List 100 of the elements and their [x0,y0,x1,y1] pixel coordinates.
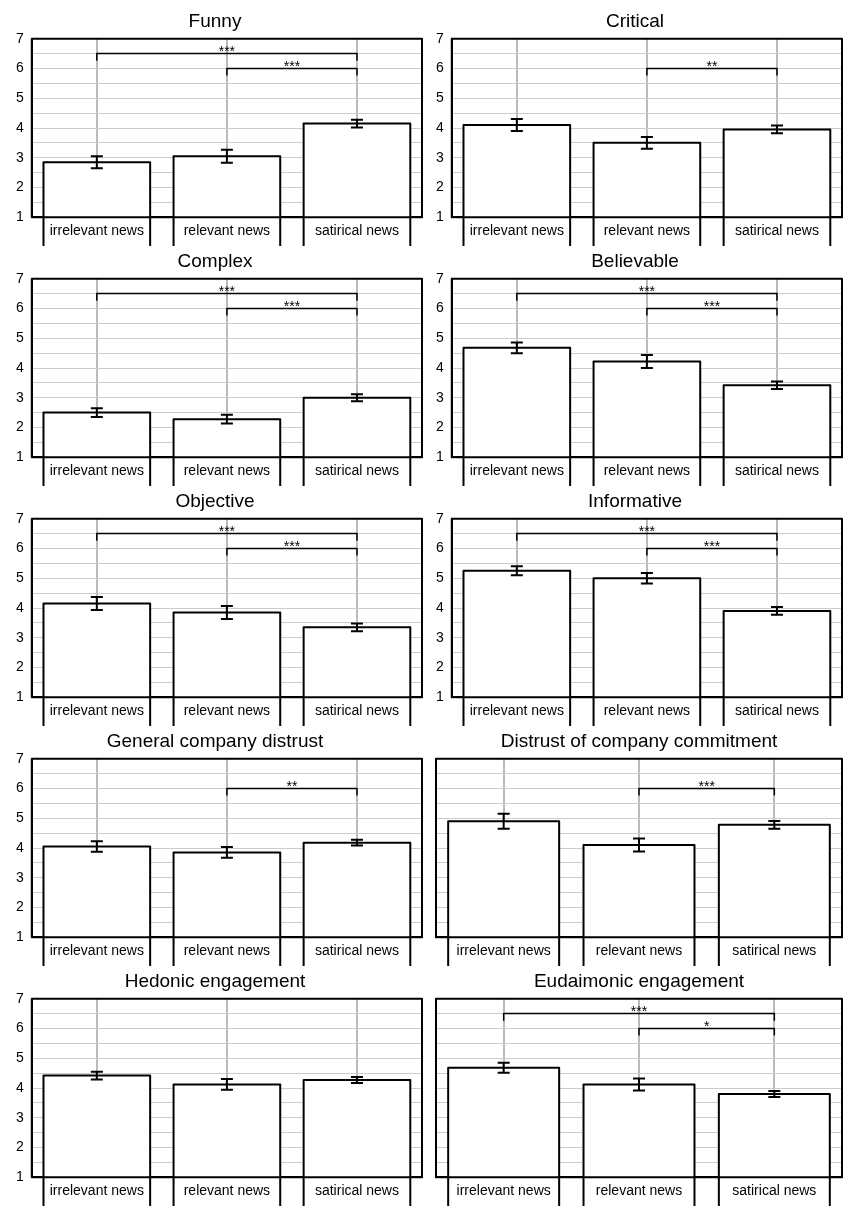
annotation: *** [218,283,236,300]
x-tick-label: relevant news [183,222,271,239]
y-tick-label: 4 [435,358,444,375]
x-tick-label: satirical news [314,462,399,479]
annotation: ** [286,778,298,795]
y-tick-label: 5 [435,89,444,106]
y-tick-label: 6 [15,539,24,556]
y-tick-label: 2 [435,418,444,435]
y-tick-label: 3 [15,628,24,645]
y-tick-label: 3 [435,628,444,645]
y-tick-label: 2 [15,178,24,195]
y-tick-label: 7 [435,509,444,526]
y-tick-label: 1 [15,1168,24,1185]
chart-title: Distrust of company commitment [500,729,779,751]
y-tick-label: 5 [15,1049,24,1066]
x-tick-label: satirical news [732,1182,817,1199]
y-tick-label: 5 [15,569,24,586]
annotation: ** [706,58,718,75]
y-tick-label: 6 [15,59,24,76]
y-tick-label: 5 [15,329,24,346]
y-tick-label: 4 [15,1078,24,1095]
y-tick-label: 7 [15,989,24,1006]
annotation: *** [218,523,236,540]
y-tick-label: 2 [435,658,444,675]
annotation: *** [703,538,721,555]
y-tick-label: 3 [15,868,24,885]
y-tick-label: 2 [15,658,24,675]
annotation: * [703,1018,710,1035]
chart-title: Informative [588,489,682,511]
y-tick-label: 7 [435,29,444,46]
annotation: *** [218,43,236,60]
x-tick-label: irrelevant news [469,222,564,239]
x-tick-label: irrelevant news [469,702,564,719]
x-tick-label: satirical news [314,702,399,719]
x-tick-label: satirical news [314,942,399,959]
y-tick-label: 7 [15,749,24,766]
x-tick-label: satirical news [734,222,819,239]
x-tick-label: irrelevant news [49,222,144,239]
y-tick-label: 1 [435,448,444,465]
y-tick-label: 3 [15,148,24,165]
annotation: *** [703,298,721,315]
annotation: *** [283,538,301,555]
y-tick-label: 2 [15,898,24,915]
y-tick-label: 5 [435,329,444,346]
x-tick-label: irrelevant news [469,462,564,479]
y-tick-label: 6 [15,1019,24,1036]
y-tick-label: 3 [435,148,444,165]
y-tick-label: 4 [15,838,24,855]
y-tick-label: 6 [435,299,444,316]
x-tick-label: satirical news [314,222,399,239]
y-tick-label: 1 [15,208,24,225]
annotation: *** [638,523,656,540]
annotation: *** [283,58,301,75]
x-tick-label: irrelevant news [456,1182,551,1199]
y-tick-label: 1 [15,448,24,465]
y-tick-label: 5 [15,809,24,826]
y-tick-label: 6 [15,299,24,316]
x-tick-label: irrelevant news [456,942,551,959]
y-tick-label: 3 [15,1108,24,1125]
x-tick-label: irrelevant news [49,702,144,719]
chart-title: Objective [175,489,255,511]
annotation: *** [283,298,301,315]
y-tick-label: 4 [15,118,24,135]
x-tick-label: irrelevant news [49,1182,144,1199]
y-tick-label: 3 [15,388,24,405]
y-tick-label: 5 [435,569,444,586]
y-tick-label: 7 [15,509,24,526]
y-tick-label: 2 [15,418,24,435]
y-tick-label: 1 [15,688,24,705]
y-tick-label: 1 [435,208,444,225]
chart-title: Believable [591,249,679,271]
x-tick-label: relevant news [183,702,271,719]
x-tick-label: satirical news [734,462,819,479]
y-tick-label: 2 [15,1138,24,1155]
x-tick-label: relevant news [603,462,691,479]
y-tick-label: 7 [15,269,24,286]
y-tick-label: 1 [15,928,24,945]
x-tick-label: satirical news [732,942,817,959]
x-tick-label: relevant news [595,942,683,959]
x-tick-label: irrelevant news [49,462,144,479]
chart-title: Funny [188,9,242,31]
y-tick-label: 4 [15,598,24,615]
y-tick-label: 4 [435,118,444,135]
chart-title: Eudaimonic engagement [533,969,745,991]
x-tick-label: satirical news [734,702,819,719]
annotation: *** [638,283,656,300]
y-tick-label: 6 [435,539,444,556]
x-tick-label: relevant news [603,222,691,239]
x-tick-label: relevant news [183,462,271,479]
y-tick-label: 6 [435,59,444,76]
y-tick-label: 4 [435,598,444,615]
annotation: *** [698,778,716,795]
chart-title: Hedonic engagement [124,969,307,991]
chart-title: Critical [605,9,665,31]
x-tick-label: relevant news [603,702,691,719]
y-tick-label: 6 [15,779,24,796]
annotation: *** [630,1003,648,1020]
chart-title: General company distrust [106,729,324,751]
y-tick-label: 7 [15,29,24,46]
x-tick-label: satirical news [314,1182,399,1199]
